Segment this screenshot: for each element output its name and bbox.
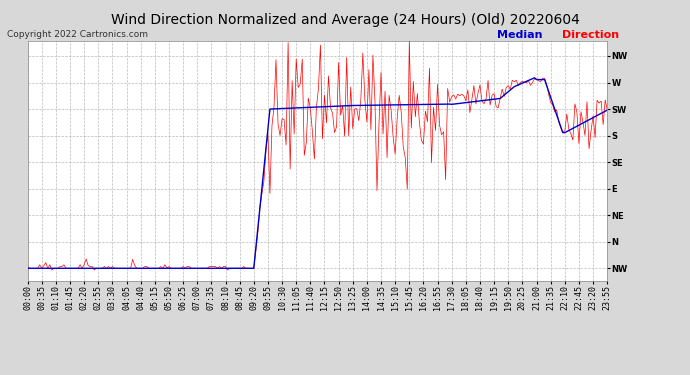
Text: Wind Direction Normalized and Average (24 Hours) (Old) 20220604: Wind Direction Normalized and Average (2… <box>110 13 580 27</box>
Text: Copyright 2022 Cartronics.com: Copyright 2022 Cartronics.com <box>7 30 148 39</box>
Text: Median: Median <box>497 30 542 40</box>
Text: Direction: Direction <box>562 30 620 40</box>
